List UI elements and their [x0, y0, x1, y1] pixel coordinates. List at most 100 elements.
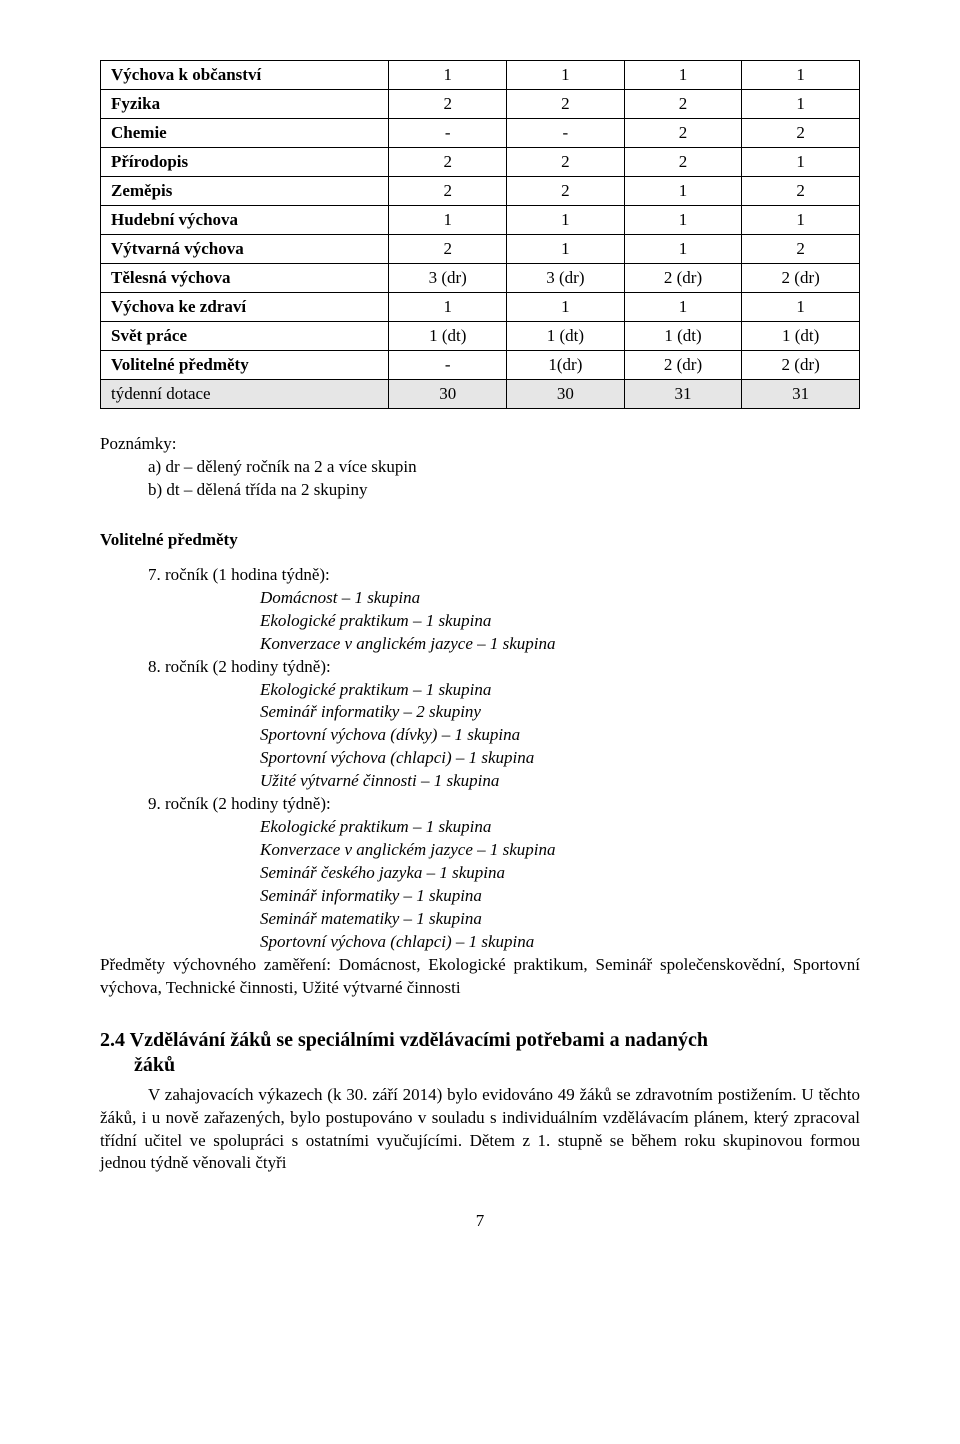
table-row: Přírodopis2221 [101, 148, 860, 177]
row-val: 1 (dt) [389, 322, 507, 351]
row-val: 1 [742, 293, 860, 322]
row-val: 2 (dr) [624, 264, 742, 293]
row-val: 1(dr) [507, 351, 625, 380]
row-val: 1 [742, 61, 860, 90]
row-val: 1 [507, 293, 625, 322]
table-row: Zeměpis2212 [101, 177, 860, 206]
list-item: Sportovní výchova (chlapci) – 1 skupina [260, 748, 534, 767]
row-val: 2 [507, 177, 625, 206]
note-b: b) dt – dělená třída na 2 skupiny [148, 479, 860, 502]
row-val: 2 [742, 177, 860, 206]
row-val: 2 (dr) [742, 264, 860, 293]
row-label: Volitelné předměty [101, 351, 389, 380]
list-item: Seminář matematiky – 1 skupina [260, 909, 482, 928]
table-row: Volitelné předměty-1(dr)2 (dr)2 (dr) [101, 351, 860, 380]
row-label: Výchova k občanství [101, 61, 389, 90]
row-label: Zeměpis [101, 177, 389, 206]
row-val: 3 (dr) [507, 264, 625, 293]
notes-heading: Poznámky: [100, 433, 860, 456]
grade-9-heading: 9. ročník (2 hodiny týdně): [148, 793, 860, 816]
row-label: Výchova ke zdraví [101, 293, 389, 322]
note-a: a) dr – dělený ročník na 2 a více skupin [148, 456, 860, 479]
table-row: Svět práce1 (dt)1 (dt)1 (dt)1 (dt) [101, 322, 860, 351]
body-text-content: V zahajovacích výkazech (k 30. září 2014… [100, 1085, 860, 1173]
row-val: 2 [624, 119, 742, 148]
row-val: 1 [389, 206, 507, 235]
list-item: Sportovní výchova (dívky) – 1 skupina [260, 725, 520, 744]
row-val: 2 [389, 148, 507, 177]
row-val: 2 [507, 90, 625, 119]
table-row: Výchova k občanství1111 [101, 61, 860, 90]
row-val: 2 (dr) [624, 351, 742, 380]
row-label: týdenní dotace [101, 380, 389, 409]
row-val: 1 [742, 206, 860, 235]
list-item: Ekologické praktikum – 1 skupina [260, 680, 491, 699]
grade-8-heading: 8. ročník (2 hodiny týdně): [148, 656, 860, 679]
table-row: Fyzika2221 [101, 90, 860, 119]
row-val: - [507, 119, 625, 148]
grade-7-heading: 7. ročník (1 hodina týdně): [148, 564, 860, 587]
list-item: Ekologické praktikum – 1 skupina [260, 611, 491, 630]
row-val: 31 [624, 380, 742, 409]
row-val: 30 [389, 380, 507, 409]
row-val: 1 [624, 61, 742, 90]
row-val: 1 (dt) [742, 322, 860, 351]
table-row-total: týdenní dotace30303131 [101, 380, 860, 409]
row-val: 1 [507, 235, 625, 264]
row-val: 2 [389, 235, 507, 264]
row-label: Tělesná výchova [101, 264, 389, 293]
row-val: - [389, 351, 507, 380]
row-val: 1 [507, 206, 625, 235]
row-val: 3 (dr) [389, 264, 507, 293]
row-val: 30 [507, 380, 625, 409]
row-val: 1 [742, 90, 860, 119]
row-val: 1 [389, 293, 507, 322]
curriculum-table: Výchova k občanství1111 Fyzika2221 Chemi… [100, 60, 860, 409]
row-val: 1 [624, 177, 742, 206]
heading-line-2: žáků [134, 1053, 175, 1078]
table-body: Výchova k občanství1111 Fyzika2221 Chemi… [101, 61, 860, 409]
row-val: 2 [742, 235, 860, 264]
list-item: Ekologické praktikum – 1 skupina [260, 817, 491, 836]
heading-line-1: 2.4 Vzdělávání žáků se speciálními vzděl… [100, 1029, 708, 1051]
row-label: Přírodopis [101, 148, 389, 177]
list-item: Seminář českého jazyka – 1 skupina [260, 863, 505, 882]
row-val: 1 [742, 148, 860, 177]
predmety-summary: Předměty výchovného zaměření: Domácnost,… [100, 954, 860, 1000]
row-val: 1 [624, 235, 742, 264]
list-item: Užité výtvarné činnosti – 1 skupina [260, 771, 499, 790]
table-row: Tělesná výchova3 (dr)3 (dr)2 (dr)2 (dr) [101, 264, 860, 293]
row-val: 2 [507, 148, 625, 177]
optional-subjects-title: Volitelné předměty [100, 530, 860, 550]
page-number: 7 [100, 1211, 860, 1231]
row-label: Fyzika [101, 90, 389, 119]
list-item: Domácnost – 1 skupina [260, 588, 420, 607]
notes-block: Poznámky: a) dr – dělený ročník na 2 a v… [100, 433, 860, 502]
row-val: 2 [624, 90, 742, 119]
table-row: Chemie--22 [101, 119, 860, 148]
document-page: Výchova k občanství1111 Fyzika2221 Chemi… [0, 0, 960, 1271]
row-val: 1 [389, 61, 507, 90]
row-label: Svět práce [101, 322, 389, 351]
row-val: 1 [624, 206, 742, 235]
list-item: Konverzace v anglickém jazyce – 1 skupin… [260, 634, 556, 653]
row-val: - [389, 119, 507, 148]
row-val: 2 [389, 90, 507, 119]
row-label: Hudební výchova [101, 206, 389, 235]
row-label: Výtvarná výchova [101, 235, 389, 264]
table-row: Výtvarná výchova2112 [101, 235, 860, 264]
table-row: Výchova ke zdraví1111 [101, 293, 860, 322]
list-item: Seminář informatiky – 2 skupiny [260, 702, 481, 721]
row-val: 2 [624, 148, 742, 177]
section-2-4-heading: 2.4 Vzdělávání žáků se speciálními vzděl… [100, 1028, 860, 1078]
row-val: 2 [742, 119, 860, 148]
row-val: 1 [507, 61, 625, 90]
list-item: Konverzace v anglickém jazyce – 1 skupin… [260, 840, 556, 859]
list-item: Seminář informatiky – 1 skupina [260, 886, 482, 905]
row-val: 1 [624, 293, 742, 322]
optional-subjects-list: 7. ročník (1 hodina týdně): Domácnost – … [100, 564, 860, 1000]
row-val: 2 (dr) [742, 351, 860, 380]
row-val: 1 (dt) [624, 322, 742, 351]
row-val: 1 (dt) [507, 322, 625, 351]
row-val: 31 [742, 380, 860, 409]
